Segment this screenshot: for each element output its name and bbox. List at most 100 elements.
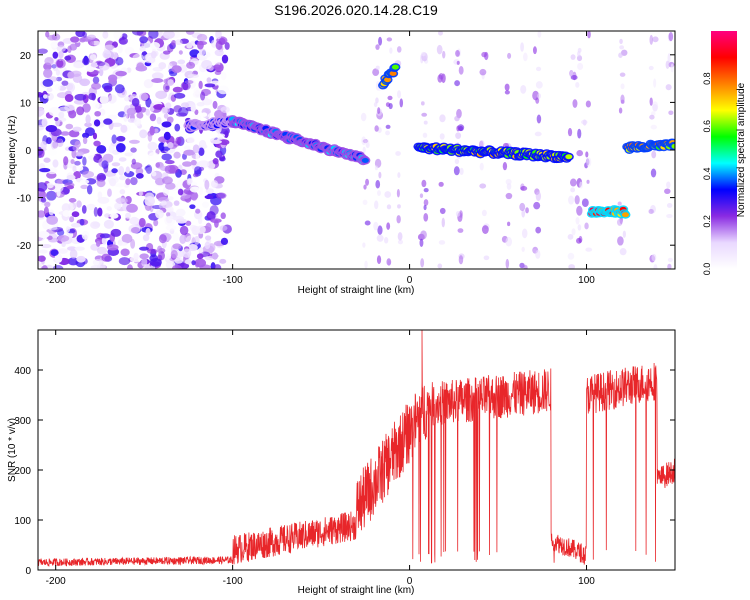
x-tick-label: 100 <box>578 275 595 286</box>
noise-speck <box>64 55 72 61</box>
noise-speck <box>136 111 144 119</box>
streak-speck <box>649 114 655 120</box>
noise-speck <box>41 118 48 127</box>
noise-speck <box>72 202 78 209</box>
streak-speck <box>575 217 580 225</box>
noise-speck <box>175 112 188 117</box>
streak-speck <box>576 150 584 157</box>
noise-speck <box>46 182 54 189</box>
streak-speck <box>666 181 671 189</box>
noise-speck <box>214 109 224 119</box>
noise-speck <box>196 225 206 234</box>
noise-speck <box>121 233 133 244</box>
streak-speck <box>577 128 582 139</box>
streak-speck <box>667 257 673 262</box>
noise-speck <box>38 262 42 268</box>
noise-speck <box>38 106 45 117</box>
noise-speck <box>115 57 124 66</box>
noise-speck <box>118 157 127 162</box>
noise-speck <box>114 202 122 210</box>
noise-speck <box>47 235 53 241</box>
streak-speck <box>396 189 400 198</box>
noise-speck <box>58 51 64 59</box>
noise-speck <box>220 237 229 246</box>
streak-speck <box>651 150 657 159</box>
noise-speck <box>90 264 103 269</box>
streak-speck <box>525 207 529 214</box>
noise-speck <box>198 247 204 253</box>
streak-speck <box>577 62 584 71</box>
track-core <box>621 212 629 218</box>
streak-speck <box>519 202 526 212</box>
noise-speck <box>217 85 229 95</box>
noise-speck <box>196 33 208 42</box>
spectrogram-x-axis-label: Height of straight line (km) <box>298 285 415 296</box>
streak-speck <box>384 191 392 198</box>
noise-speck <box>165 102 172 110</box>
y-tick-label: 0 <box>25 146 31 157</box>
noise-speck <box>99 233 111 239</box>
noise-speck <box>161 106 168 115</box>
noise-speck <box>130 227 140 234</box>
noise-speck <box>196 253 204 260</box>
streak-speck <box>535 191 542 202</box>
noise-speck <box>119 189 126 195</box>
streak-speck <box>420 230 427 240</box>
colorbar-label: Normalized spectral amplitude <box>736 82 747 217</box>
noise-speck <box>50 249 59 256</box>
noise-speck <box>73 99 86 105</box>
noise-speck <box>126 203 138 213</box>
streak-speck <box>567 127 573 137</box>
streak-speck <box>536 114 542 124</box>
streak-speck <box>520 42 524 52</box>
colorbar-tick-label: 0.8 <box>702 72 712 85</box>
streak-speck <box>568 195 575 205</box>
streak-speck <box>378 36 383 46</box>
streak-speck <box>574 195 580 205</box>
noise-speck <box>138 190 143 197</box>
noise-speck <box>132 31 144 36</box>
streak-speck <box>520 84 527 94</box>
noise-speck <box>111 134 117 144</box>
noise-speck <box>139 92 149 101</box>
streak-speck <box>376 234 384 242</box>
streak-speck <box>386 222 391 230</box>
streak-speck <box>438 31 443 36</box>
streak-speck <box>652 36 659 43</box>
noise-speck <box>145 108 150 116</box>
streak-speck <box>364 260 368 269</box>
noise-speck <box>202 201 210 208</box>
noise-speck <box>64 104 75 112</box>
colorbar-tick-label: 0.2 <box>702 215 712 228</box>
streak-speck <box>665 84 672 91</box>
noise-speck <box>204 235 212 241</box>
spectrogram-track-f <box>622 138 675 154</box>
noise-speck <box>170 249 178 259</box>
snr-x-axis-label: Height of straight line (km) <box>298 585 415 596</box>
noise-speck <box>56 187 61 197</box>
noise-speck <box>55 76 63 82</box>
streak-speck <box>648 208 654 214</box>
noise-speck <box>162 50 171 55</box>
noise-speck <box>61 80 69 86</box>
noise-speck <box>171 65 182 73</box>
spectrogram-y-axis-label: Frequency (Hz) <box>7 116 18 185</box>
streak-speck <box>481 225 489 234</box>
streak-speck <box>570 187 576 193</box>
noise-speck <box>38 210 46 218</box>
noise-speck <box>101 160 109 169</box>
streak-speck <box>421 112 428 117</box>
streak-speck <box>585 247 593 252</box>
snr-background <box>38 330 675 570</box>
noise-speck <box>158 234 167 244</box>
noise-speck <box>187 73 200 79</box>
track-core <box>391 64 399 70</box>
streak-speck <box>397 172 401 179</box>
noise-speck <box>126 107 137 116</box>
noise-speck <box>76 165 84 171</box>
streak-speck <box>532 248 537 254</box>
noise-speck <box>190 190 198 201</box>
streak-speck <box>577 224 582 231</box>
noise-speck <box>104 213 111 218</box>
noise-speck <box>47 225 58 231</box>
